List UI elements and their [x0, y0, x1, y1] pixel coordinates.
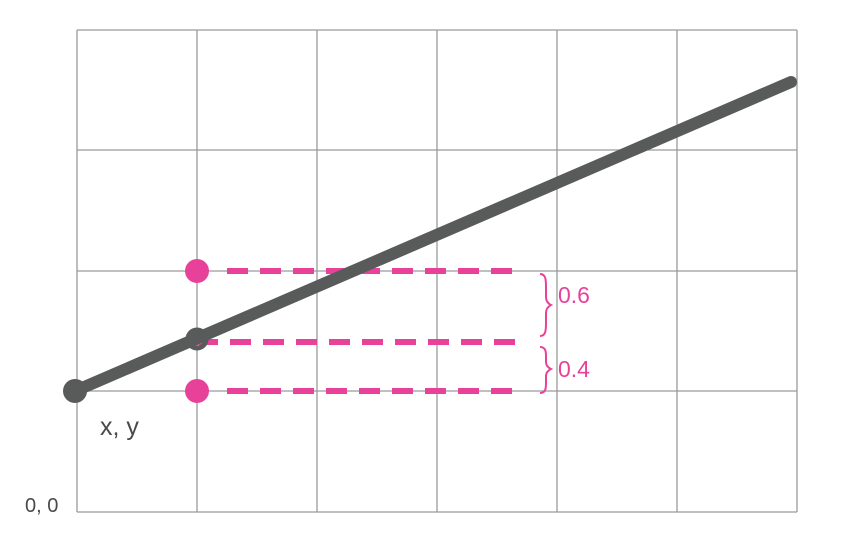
- guide-lines: [197, 268, 524, 394]
- upper-fraction-label: 0.6: [558, 282, 590, 308]
- lower-brace: [539, 346, 554, 394]
- main-line: [69, 76, 797, 397]
- upper-brace: [539, 273, 554, 337]
- origin-label: 0, 0: [25, 495, 58, 517]
- lower-point: [185, 379, 209, 403]
- origin-point: [63, 379, 87, 403]
- point-label: x, y: [100, 413, 139, 441]
- lower-fraction-label: 0.4: [558, 356, 590, 382]
- upper-point: [185, 259, 209, 283]
- interpolated-point: [185, 327, 209, 351]
